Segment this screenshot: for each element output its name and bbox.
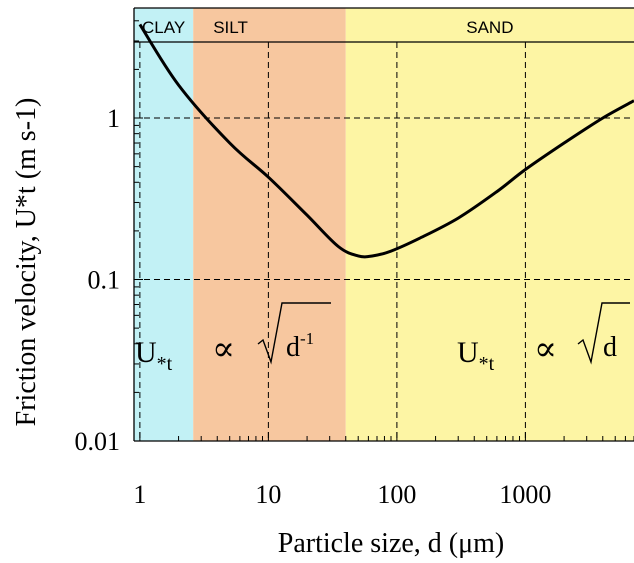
region-label-sand: SAND (466, 18, 513, 37)
size-regions: CLAY SILT SAND (134, 8, 634, 441)
x-tick-label: 10 (255, 480, 281, 509)
y-tick-label: 0.01 (75, 427, 121, 456)
tick-labels: 1 10 100 1000 0.01 0.1 1 (75, 104, 552, 509)
annotation-lhs: U (135, 336, 157, 369)
svg-text:U*t: U*t (457, 336, 495, 375)
y-tick-label: 0.1 (88, 266, 121, 295)
y-tick-label: 1 (107, 104, 120, 133)
annotation-lhs: U (457, 336, 479, 369)
annotation-silt-relation: U*t ∝ d-1 (135, 302, 331, 375)
grid-lines (134, 42, 634, 441)
annotation-relation: ∝ (534, 331, 557, 368)
y-axis-label: Friction velocity, U*t (m s-1) (11, 98, 42, 427)
svg-text:U*t: U*t (135, 336, 173, 375)
series-layer (138, 23, 634, 259)
x-tick-label: 1000 (499, 480, 551, 509)
annotation-sub: *t (479, 353, 495, 375)
svg-text:d: d (603, 332, 617, 363)
region-clay (134, 8, 194, 441)
x-axis-label: Particle size, d (μm) (278, 528, 505, 559)
x-tick-label: 1 (133, 480, 146, 509)
annotation-exponent: -1 (300, 329, 314, 348)
annotation-radicand: d (286, 332, 300, 363)
svg-text:d-1: d-1 (286, 329, 314, 363)
region-label-silt: SILT (213, 18, 248, 37)
region-label-clay: CLAY (142, 18, 185, 37)
annotation-radical-sign (257, 302, 331, 365)
x-tick-label: 100 (377, 480, 416, 509)
annotation-sand-relation: U*t ∝ d (457, 302, 630, 375)
series-line (138, 23, 634, 259)
region-sand (345, 8, 634, 441)
annotation-relation: ∝ (212, 331, 235, 368)
annotation-radicand: d (603, 332, 617, 363)
annotation-radical-sign (577, 302, 630, 365)
region-silt (193, 8, 346, 441)
axes (133, 7, 634, 442)
annotation-sub: *t (157, 353, 173, 375)
